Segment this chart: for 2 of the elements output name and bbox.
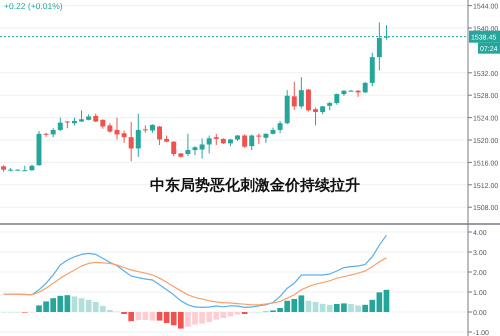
annotation: 中东局势恶化刺激金价持续拉升 bbox=[150, 176, 360, 194]
annotation: +0.22 (+0.01%) bbox=[4, 1, 63, 11]
